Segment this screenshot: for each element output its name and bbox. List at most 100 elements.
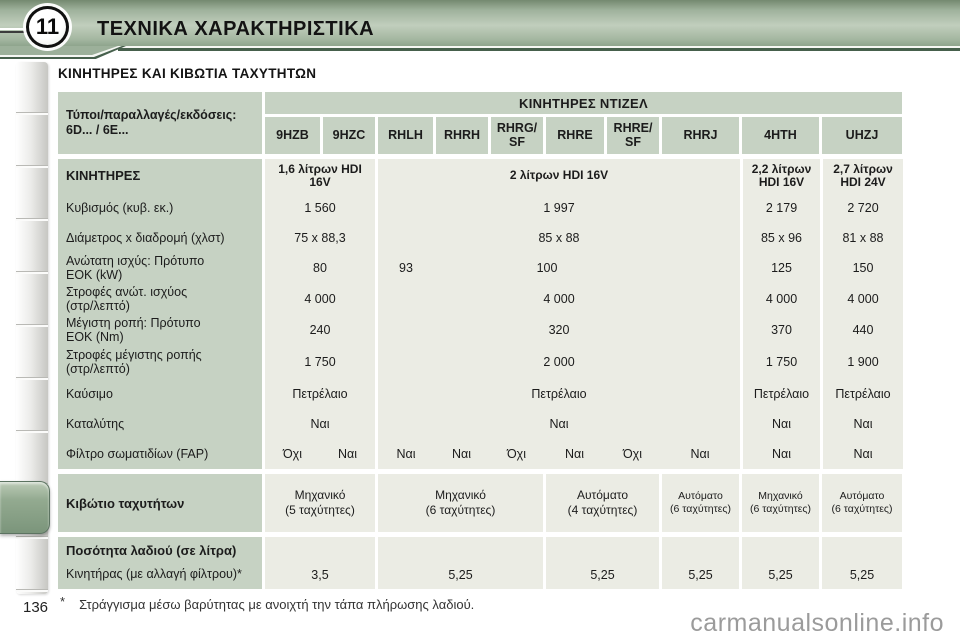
column-header-9hzb: 9HZB: [265, 117, 320, 154]
max-power-rhlh: 93: [399, 261, 413, 275]
chapter-number-badge: 11: [26, 6, 69, 48]
badge-guide-line-white: [0, 28, 30, 30]
engine-name-1-6: 1,6 λίτρων HDI 16V: [278, 161, 362, 189]
oil-labels-cell: Ποσότητα λαδιού (σε λίτρα) Κινητήρας (με…: [58, 537, 262, 589]
catalyst-1-6: Ναι: [310, 417, 330, 431]
table-header-section: Τύποι/παραλλαγές/εκδόσεις: 6D... / 6E...…: [58, 92, 903, 154]
displacement-2-7: 2 720: [847, 201, 879, 215]
column-header-rhlh: RHLH: [378, 117, 433, 154]
engine-name-2-7: 2,7 λίτρων HDI 24V: [833, 161, 893, 189]
row-label-displacement: Κυβισμός (κυβ. εκ.): [66, 201, 174, 215]
fap-rhre: Ναι: [564, 447, 585, 461]
fap-rhrg-sf: Όχι: [506, 447, 527, 461]
row-label-catalyst: Καταλύτης: [66, 417, 125, 431]
row-label-engines: ΚΙΝΗΤΗΡΕΣ: [66, 167, 141, 183]
bore-stroke-1-6: 75 x 88,3: [294, 231, 346, 245]
power-rpm-1-6: 4 000: [304, 292, 336, 306]
power-rpm-2-0: 4 000: [543, 292, 575, 306]
fuel-2-0: Πετρέλαιο: [531, 387, 587, 401]
max-torque-1-6: 240: [309, 323, 331, 337]
gearbox-2-2: Μηχανικό (6 ταχύτητες): [742, 474, 819, 532]
badge-guide-line-dark: [0, 31, 30, 33]
oil-1-6: 3,5: [265, 537, 375, 589]
fap-9hzc: Ναι: [337, 447, 358, 461]
row-label-torque-rpm: Στροφές μέγιστης ροπής (στρ/λεπτό): [66, 348, 202, 376]
chapter-number: 11: [35, 14, 60, 39]
column-header-rhre: RHRE: [546, 117, 604, 154]
engine-block-2-2: 2,2 λίτρων HDI 16V 2 179 85 x 96 125 4 0…: [743, 159, 820, 469]
max-torque-2-2: 370: [771, 323, 792, 337]
types-variants-versions-cell: Τύποι/παραλλαγές/εκδόσεις: 6D... / 6E...: [58, 92, 262, 154]
fuel-1-6: Πετρέλαιο: [292, 387, 348, 401]
catalyst-2-2: Ναι: [771, 417, 792, 431]
max-power-2-0: 93 100: [378, 253, 740, 283]
gearbox-section: Κιβώτιο ταχυτήτων Μηχανικό (5 ταχύτητες)…: [58, 474, 903, 532]
fap-rhrh: Ναι: [451, 447, 472, 461]
column-header-rhrg-sf: RHRG/ SF: [491, 117, 543, 154]
fap-9hzb: Όχι: [282, 447, 303, 461]
fap-rhre-sf: Όχι: [622, 447, 643, 461]
oil-quantity-section: Ποσότητα λαδιού (σε λίτρα) Κινητήρας (με…: [58, 537, 903, 589]
page-title: ΤΕΧΝΙΚΑ ΧΑΡΑΚΤΗΡΙΣΤΙΚΑ: [97, 18, 375, 40]
watermark-text: carmanualsonline.info: [690, 609, 944, 637]
max-torque-2-0: 320: [548, 323, 570, 337]
fap-2-0: Ναι Ναι Όχι Ναι Όχι Ναι: [378, 439, 740, 469]
power-rpm-2-7: 4 000: [847, 292, 879, 306]
displacement-1-6: 1 560: [304, 201, 336, 215]
catalyst-2-0: Ναι: [549, 417, 569, 431]
column-header-4hth: 4HTH: [742, 117, 819, 154]
fap-rhrj: Ναι: [690, 447, 710, 461]
bore-stroke-2-2: 85 x 96: [760, 231, 802, 245]
power-rpm-2-2: 4 000: [765, 292, 798, 306]
column-header-rhre-sf: RHRE/ SF: [607, 117, 659, 154]
oil-2-0-manual: 5,25: [378, 537, 543, 589]
row-labels-column: ΚΙΝΗΤΗΡΕΣ Κυβισμός (κυβ. εκ.) Διάμετρος …: [58, 159, 262, 469]
row-label-gearbox: Κιβώτιο ταχυτήτων: [58, 474, 262, 532]
fuel-2-2: Πετρέλαιο: [753, 387, 810, 401]
footnote: * Στράγγισμα μέσω βαρύτητας με ανοιχτή τ…: [60, 594, 475, 612]
footnote-text: Στράγγισμα μέσω βαρύτητας με ανοιχτή την…: [79, 597, 475, 612]
row-label-power-rpm: Στροφές ανώτ. ισχύος (στρ/λεπτό): [66, 285, 188, 313]
column-header-rhrh: RHRH: [436, 117, 488, 154]
max-power-1-6: 80: [313, 261, 327, 275]
max-power-others: 100: [536, 261, 558, 275]
band-notch-sage: [0, 46, 118, 55]
chapter-header-band: ΤΕΧΝΙΚΑ ΧΑΡΑΚΤΗΡΙΣΤΙΚΑ: [0, 0, 960, 51]
gearbox-2-0-auto6: Αυτόματο (6 ταχύτητες): [662, 474, 739, 532]
engines-gearboxes-table: Τύποι/παραλλαγές/εκδόσεις: 6D... / 6E...…: [58, 92, 903, 589]
column-header-rhrj: RHRJ: [662, 117, 739, 154]
fuel-2-7: Πετρέλαιο: [835, 387, 891, 401]
bore-stroke-2-7: 81 x 88: [842, 231, 884, 245]
torque-rpm-1-6: 1 750: [304, 355, 336, 369]
diesel-engines-group-header: ΚΙΝΗΤΗΡΕΣ ΝΤΙΖΕΛ: [265, 92, 902, 114]
fap-rhlh: Ναι: [396, 447, 416, 461]
bore-stroke-2-0: 85 x 88: [538, 231, 580, 245]
gearbox-2-0-manual: Μηχανικό (6 ταχύτητες): [378, 474, 543, 532]
section-heading: ΚΙΝΗΤΗΡΕΣ ΚΑΙ ΚΙΒΩΤΙΑ ΤΑΧΥΤΗΤΩΝ: [58, 66, 317, 81]
engine-name-2-2: 2,2 λίτρων HDI 16V: [751, 161, 812, 189]
row-label-fuel: Καύσιμο: [66, 387, 113, 401]
oil-2-2: 5,25: [742, 537, 819, 589]
gearbox-2-0-auto4: Αυτόματο (4 ταχύτητες): [546, 474, 659, 532]
column-header-uhzj: UHZJ: [822, 117, 902, 154]
oil-2-0-auto6: 5,25: [662, 537, 739, 589]
torque-rpm-2-0: 2 000: [543, 355, 575, 369]
active-chapter-tab: [0, 481, 50, 534]
max-torque-2-7: 440: [852, 323, 874, 337]
fap-2-2: Ναι: [771, 447, 792, 461]
row-label-bore-stroke: Διάμετρος x διαδρομή (χλστ): [66, 231, 225, 245]
oil-2-7: 5,25: [822, 537, 902, 589]
gearbox-1-6: Μηχανικό (5 ταχύτητες): [265, 474, 375, 532]
engine-block-2-0: 2 λίτρων HDI 16V 1 997 85 x 88 93 100 4 …: [378, 159, 740, 469]
row-label-max-power: Ανώτατη ισχύς: Πρότυπο ΕΟΚ (kW): [66, 254, 205, 282]
footnote-asterisk: *: [60, 594, 66, 609]
catalyst-2-7: Ναι: [853, 417, 873, 431]
displacement-2-2: 2 179: [765, 201, 798, 215]
engine-name-2-0: 2 λίτρων HDI 16V: [509, 168, 609, 183]
torque-rpm-2-7: 1 900: [847, 355, 879, 369]
gearbox-2-7: Αυτόματο (6 ταχύτητες): [822, 474, 902, 532]
row-label-fap: Φίλτρο σωματιδίων (FAP): [66, 447, 209, 461]
engine-block-1-6: 1,6 λίτρων HDI 16V 1 560 75 x 88,3 80 4 …: [265, 159, 375, 469]
oil-2-0-auto4: 5,25: [546, 537, 659, 589]
